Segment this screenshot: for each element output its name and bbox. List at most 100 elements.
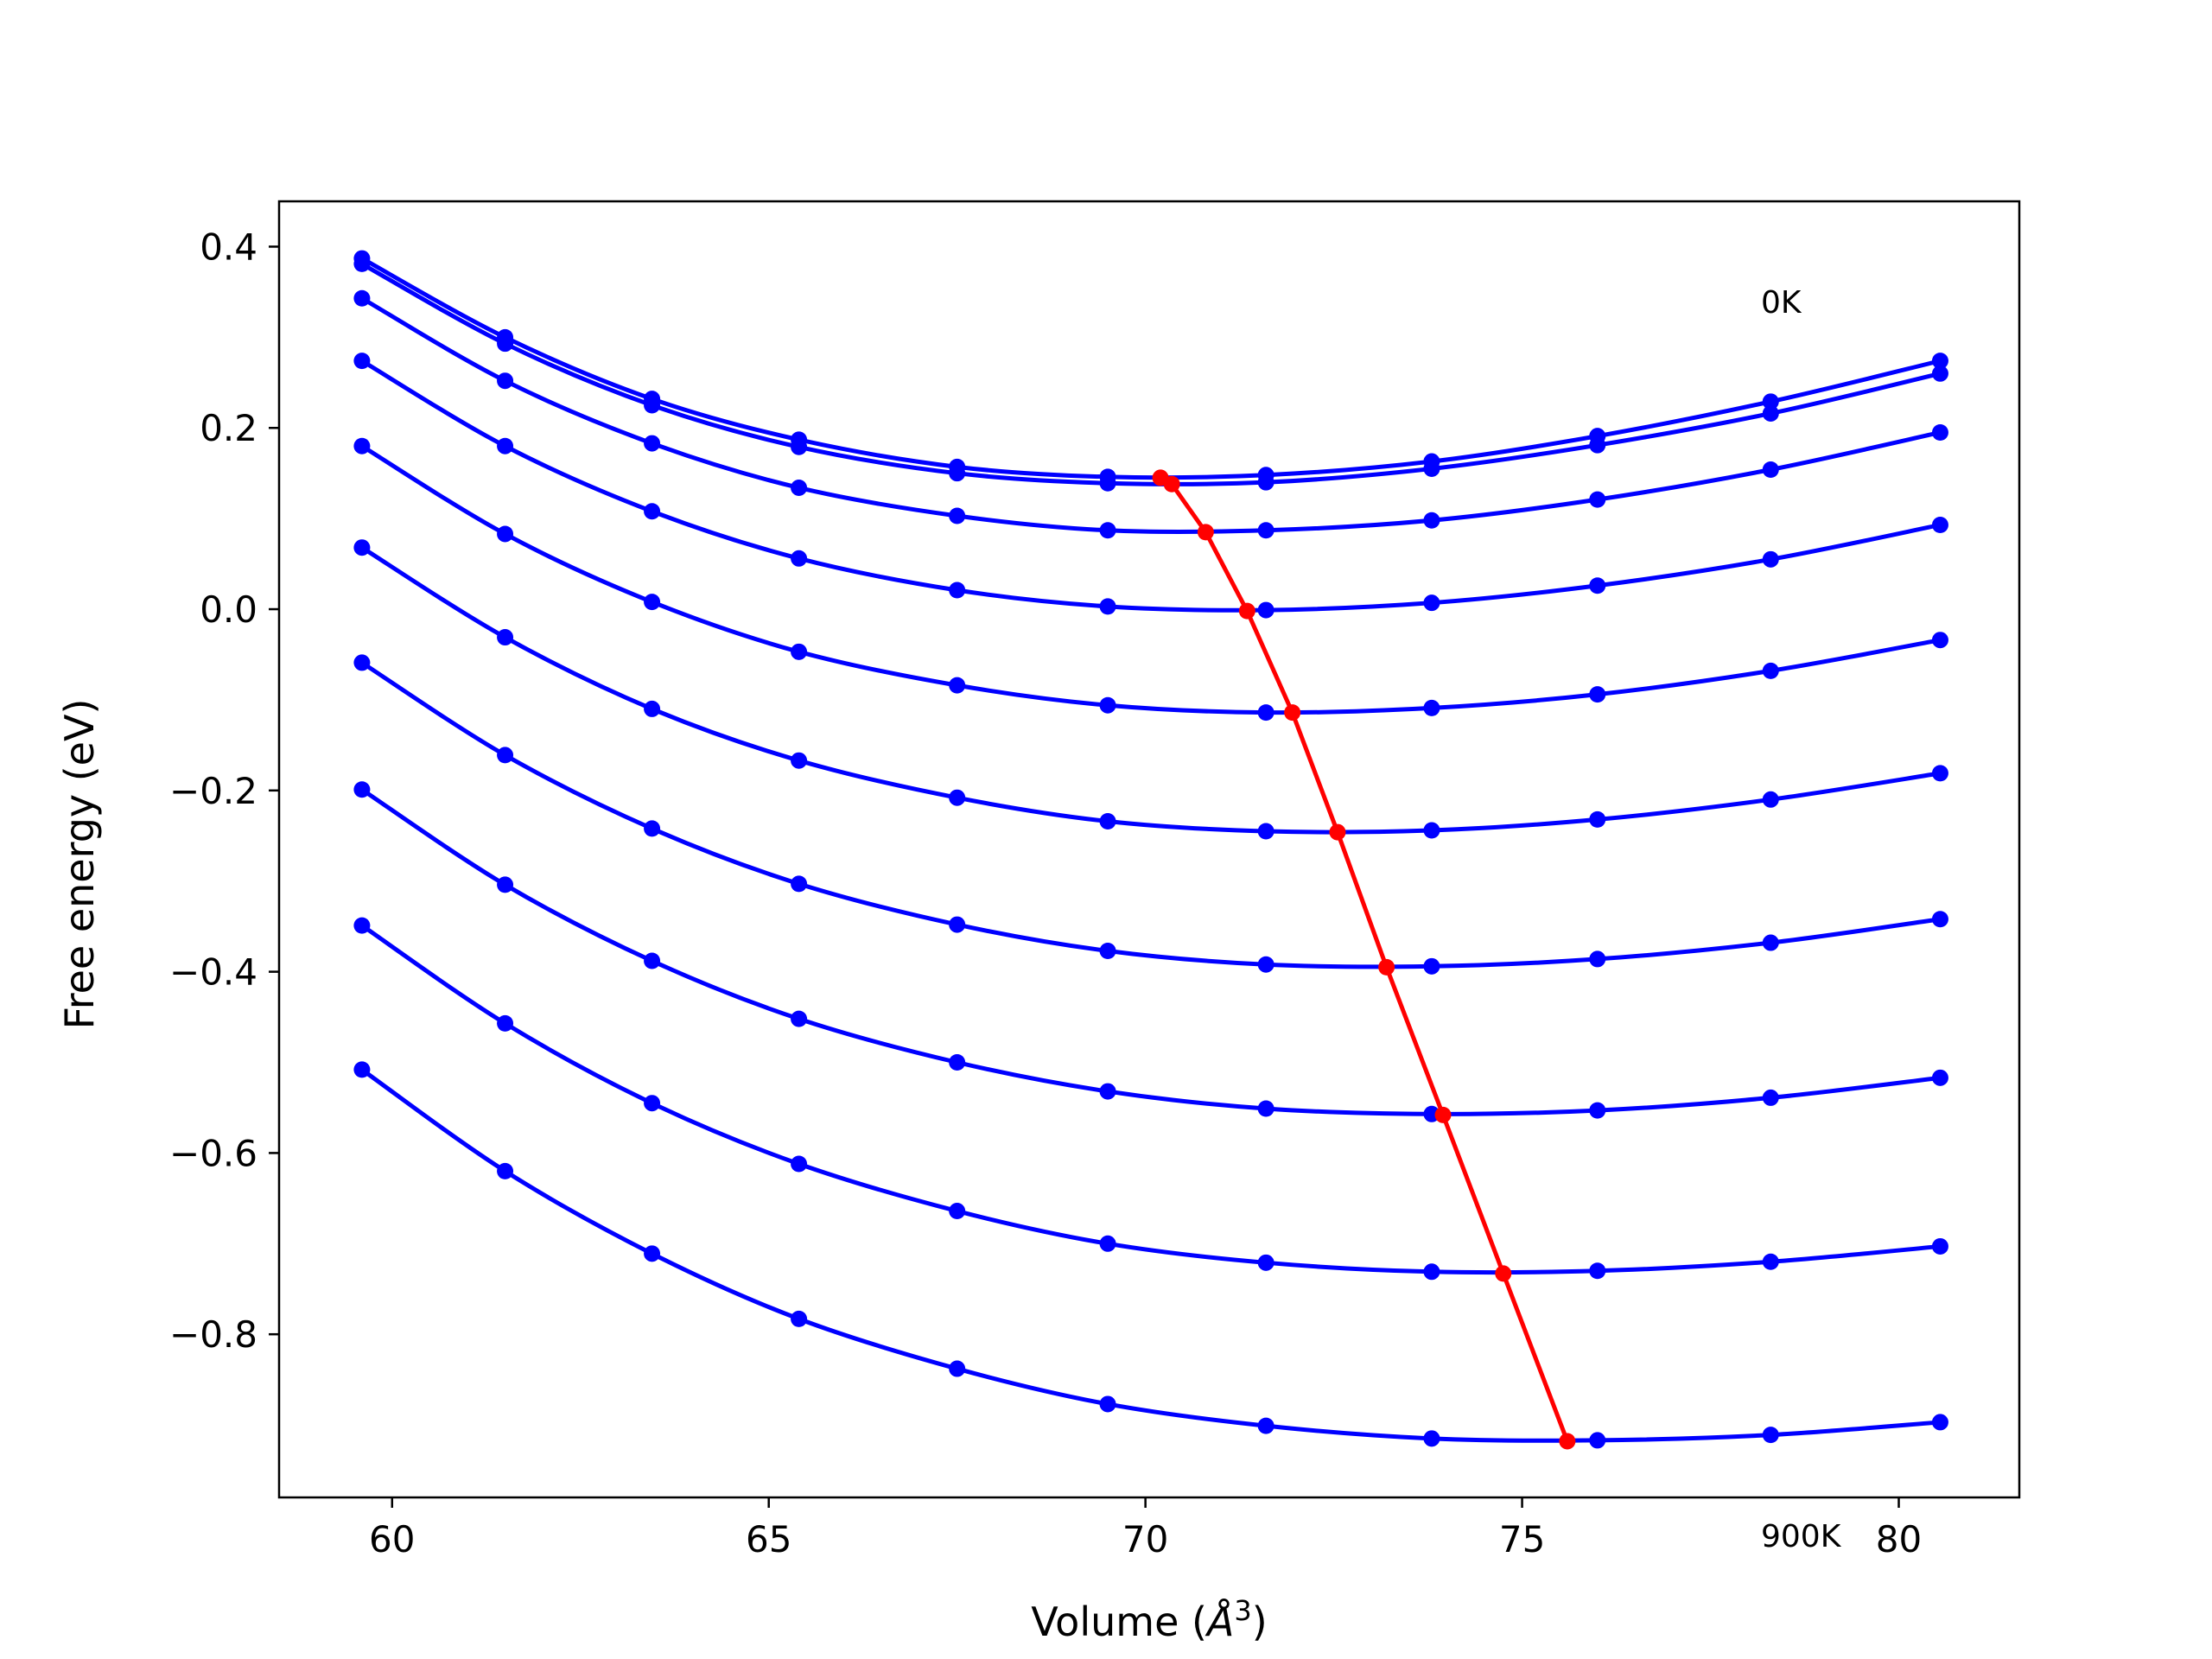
y-axis-label: Free energy (eV) bbox=[56, 699, 103, 1030]
data-point-600k-4 bbox=[949, 916, 966, 933]
data-point-500k-2 bbox=[644, 700, 661, 717]
series-line-0k bbox=[360, 256, 1942, 480]
data-point-300k-5 bbox=[1099, 598, 1116, 615]
data-point-800k-10 bbox=[1931, 1237, 1948, 1255]
x-tick-label-65: 65 bbox=[746, 1518, 791, 1560]
data-point-800k-2 bbox=[644, 1095, 661, 1112]
data-point-200k-0 bbox=[353, 289, 371, 307]
data-point-100k-5 bbox=[1099, 474, 1116, 492]
data-point-300k-6 bbox=[1257, 601, 1274, 619]
data-point-400k-2 bbox=[644, 594, 661, 611]
data-point-200k-5 bbox=[1099, 522, 1116, 539]
data-point-700k-2 bbox=[644, 952, 661, 969]
data-point-800k-9 bbox=[1762, 1253, 1779, 1270]
data-point-900k-9 bbox=[1762, 1427, 1779, 1444]
data-point-600k-1 bbox=[497, 747, 514, 764]
data-point-300k-9 bbox=[1762, 550, 1779, 568]
data-point-600k-0 bbox=[353, 654, 371, 671]
data-point-200k-10 bbox=[1931, 423, 1948, 441]
data-point-800k-0 bbox=[353, 917, 371, 934]
data-point-600k-7 bbox=[1423, 957, 1440, 975]
data-point-400k-7 bbox=[1423, 699, 1440, 716]
data-point-500k-3 bbox=[791, 752, 808, 769]
data-point-800k-4 bbox=[949, 1203, 966, 1220]
data-point-100k-9 bbox=[1762, 404, 1779, 422]
data-point-600k-5 bbox=[1099, 942, 1116, 959]
data-point-200k-4 bbox=[949, 507, 966, 524]
minimum-point-1 bbox=[1163, 475, 1180, 493]
y-tick-label-6: −0.8 bbox=[169, 1313, 257, 1356]
data-point-800k-1 bbox=[497, 1014, 514, 1032]
data-point-200k-9 bbox=[1762, 461, 1779, 478]
data-point-900k-7 bbox=[1423, 1430, 1440, 1447]
data-point-400k-4 bbox=[949, 677, 966, 694]
data-point-300k-1 bbox=[497, 437, 514, 454]
x-tick-label-75: 75 bbox=[1499, 1518, 1545, 1560]
minimum-point-9 bbox=[1559, 1433, 1576, 1450]
series-layer bbox=[353, 250, 1948, 1449]
data-point-100k-7 bbox=[1423, 460, 1440, 477]
x-axis-label-exponent: 3 bbox=[1234, 1594, 1251, 1627]
data-point-700k-5 bbox=[1099, 1083, 1116, 1100]
minimum-point-2 bbox=[1197, 524, 1214, 541]
data-point-400k-8 bbox=[1589, 686, 1606, 703]
data-point-100k-2 bbox=[644, 397, 661, 414]
data-point-200k-3 bbox=[791, 479, 808, 496]
data-point-500k-0 bbox=[353, 539, 371, 556]
data-point-300k-10 bbox=[1931, 516, 1948, 533]
series-line-100k bbox=[360, 262, 1942, 486]
data-point-0k-9 bbox=[1762, 393, 1779, 410]
annotation-900k: 900K bbox=[1761, 1519, 1842, 1554]
annotation-0k: 0K bbox=[1761, 285, 1802, 321]
minimum-point-3 bbox=[1238, 602, 1255, 620]
data-point-200k-8 bbox=[1589, 491, 1606, 508]
axes-layer: 60 65 70 75 80 0.4 0.2 0.0 −0.2 −0.4 −0.6 −0.8 bbox=[169, 200, 2021, 1560]
y-tick-label-1: 0.2 bbox=[200, 407, 257, 449]
minima-line bbox=[1159, 475, 1570, 1442]
data-point-400k-3 bbox=[791, 643, 808, 660]
data-point-700k-3 bbox=[791, 1010, 808, 1027]
x-tick-label-70: 70 bbox=[1122, 1518, 1168, 1560]
x-axis-label-close: ) bbox=[1252, 1599, 1268, 1645]
data-point-900k-1 bbox=[497, 1162, 514, 1179]
data-point-300k-2 bbox=[644, 503, 661, 520]
data-point-300k-0 bbox=[353, 353, 371, 370]
series-line-500k bbox=[360, 545, 1941, 835]
minimum-point-5 bbox=[1329, 823, 1346, 841]
data-point-100k-0 bbox=[353, 255, 371, 272]
data-point-600k-2 bbox=[644, 820, 661, 837]
data-point-200k-6 bbox=[1257, 522, 1274, 539]
data-point-600k-8 bbox=[1589, 950, 1606, 968]
minimum-point-7 bbox=[1434, 1106, 1452, 1123]
data-point-600k-6 bbox=[1257, 956, 1274, 973]
data-point-900k-3 bbox=[791, 1310, 808, 1327]
plot-frame bbox=[277, 200, 2021, 1499]
data-point-500k-5 bbox=[1099, 812, 1116, 830]
data-point-900k-10 bbox=[1931, 1414, 1948, 1431]
data-point-600k-3 bbox=[791, 875, 808, 893]
data-point-900k-6 bbox=[1257, 1417, 1274, 1434]
data-point-300k-8 bbox=[1589, 577, 1606, 594]
data-point-500k-4 bbox=[949, 789, 966, 806]
data-point-500k-6 bbox=[1257, 823, 1274, 840]
data-point-800k-8 bbox=[1589, 1262, 1606, 1280]
series-line-900k bbox=[360, 1067, 1941, 1443]
data-point-700k-6 bbox=[1257, 1100, 1274, 1117]
data-point-200k-1 bbox=[497, 372, 514, 390]
data-point-700k-0 bbox=[353, 781, 371, 798]
data-point-700k-8 bbox=[1589, 1102, 1606, 1119]
data-point-500k-10 bbox=[1931, 765, 1948, 782]
data-point-200k-7 bbox=[1423, 512, 1440, 529]
minima-layer bbox=[1152, 469, 1576, 1450]
y-tick-label-3: −0.2 bbox=[169, 770, 257, 812]
data-point-700k-10 bbox=[1931, 1069, 1948, 1086]
data-point-700k-1 bbox=[497, 876, 514, 893]
data-point-300k-4 bbox=[949, 582, 966, 599]
data-point-300k-7 bbox=[1423, 594, 1440, 612]
data-point-300k-3 bbox=[791, 550, 808, 567]
data-point-700k-4 bbox=[949, 1054, 966, 1071]
data-point-900k-2 bbox=[644, 1245, 661, 1262]
minimum-point-8 bbox=[1495, 1265, 1512, 1282]
data-point-400k-0 bbox=[353, 437, 371, 454]
